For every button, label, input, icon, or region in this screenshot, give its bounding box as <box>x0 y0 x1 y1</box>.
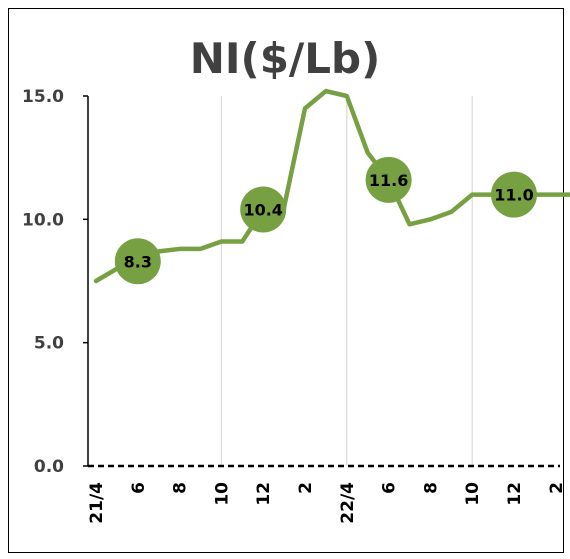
x-tick-label: 2 <box>547 482 567 494</box>
data-label: 8.3 <box>124 252 152 271</box>
data-label: 11.0 <box>494 186 533 205</box>
x-tick-label: 22/4 <box>338 482 358 524</box>
x-tick-label: 10 <box>463 482 483 506</box>
y-tick-label: 5.0 <box>34 334 64 354</box>
x-tick-label: 8 <box>171 482 191 494</box>
x-tick-label: 21/4 <box>87 482 107 524</box>
data-label: 11.6 <box>369 171 408 190</box>
x-tick-label: 6 <box>129 482 149 494</box>
x-tick-label: 2 <box>296 482 316 494</box>
label-layer: 8.3 10.4 11.6 11.0 <box>124 171 534 271</box>
data-marker <box>365 156 412 203</box>
x-tick-label: 6 <box>380 482 400 494</box>
data-marker <box>114 238 161 285</box>
data-label: 10.4 <box>243 200 282 219</box>
grid-layer <box>220 96 473 466</box>
y-tick-label: 10.0 <box>22 210 64 230</box>
data-marker <box>491 171 537 218</box>
x-tick-label: 10 <box>212 482 232 506</box>
x-tick-label: 12 <box>254 482 274 506</box>
x-tick-label: 8 <box>421 482 441 494</box>
marker-layer <box>114 156 537 285</box>
axis-layer: 0.0 5.0 10.0 15.0 21/4 6 8 10 12 2 22/4 6 8 10 12 2 <box>22 87 567 524</box>
y-tick-label: 15.0 <box>22 87 64 107</box>
chart-title: NI($/Lb) <box>189 34 381 83</box>
y-tick-label: 0.0 <box>34 457 64 477</box>
x-tick-label: 12 <box>505 482 525 506</box>
data-marker <box>240 186 287 233</box>
